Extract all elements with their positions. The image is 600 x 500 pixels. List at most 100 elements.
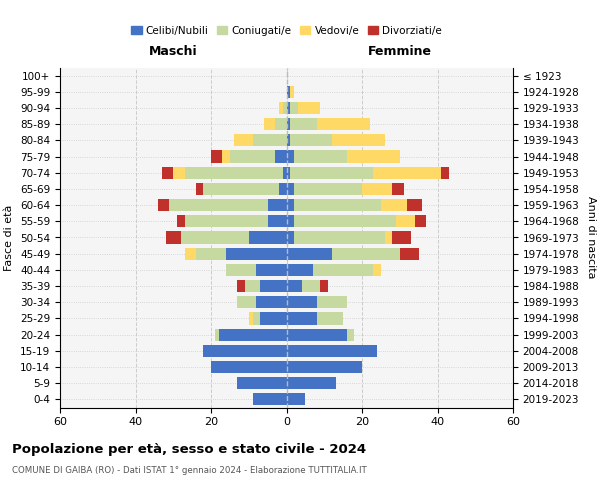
Bar (287, 118, 290, 130)
Bar (317, 296, 347, 308)
Bar (264, 118, 275, 130)
Bar (287, 312, 317, 324)
Bar (298, 102, 320, 114)
Legend: Celibi/Nubili, Coniugati/e, Vedovi/e, Divorziati/e: Celibi/Nubili, Coniugati/e, Vedovi/e, Di… (127, 22, 446, 40)
Bar (162, 166, 173, 179)
Bar (196, 183, 203, 195)
Text: Popolazione per età, sesso e stato civile - 2024: Popolazione per età, sesso e stato civil… (12, 442, 366, 456)
Bar (290, 118, 317, 130)
Bar (230, 150, 275, 162)
Bar (185, 215, 268, 228)
Bar (381, 199, 407, 211)
Bar (396, 215, 415, 228)
Bar (400, 248, 419, 260)
Bar (373, 166, 441, 179)
Bar (287, 296, 317, 308)
Bar (203, 183, 279, 195)
Bar (287, 394, 305, 406)
Bar (392, 183, 404, 195)
Bar (211, 361, 287, 373)
Bar (260, 312, 287, 324)
Bar (302, 280, 320, 292)
Text: COMUNE DI GAIBA (RO) - Dati ISTAT 1° gennaio 2024 - Elaborazione TUTTITALIA.IT: COMUNE DI GAIBA (RO) - Dati ISTAT 1° gen… (12, 466, 367, 475)
Y-axis label: Anni di nascita: Anni di nascita (586, 196, 596, 279)
Bar (253, 312, 260, 324)
Bar (320, 280, 328, 292)
Bar (287, 345, 377, 357)
Bar (287, 280, 302, 292)
Bar (158, 199, 169, 211)
Bar (256, 296, 287, 308)
Bar (287, 264, 313, 276)
Bar (203, 345, 287, 357)
Bar (287, 248, 332, 260)
Bar (260, 280, 287, 292)
Bar (294, 232, 385, 243)
Bar (373, 264, 381, 276)
Bar (313, 264, 373, 276)
Bar (268, 199, 287, 211)
Bar (385, 232, 392, 243)
Bar (362, 183, 392, 195)
Bar (233, 134, 253, 146)
Bar (347, 150, 400, 162)
Bar (211, 150, 223, 162)
Bar (249, 232, 287, 243)
Bar (287, 150, 294, 162)
Bar (283, 166, 287, 179)
Bar (226, 248, 287, 260)
Bar (177, 215, 185, 228)
Bar (290, 102, 298, 114)
Bar (185, 248, 196, 260)
Bar (268, 215, 287, 228)
Bar (253, 134, 287, 146)
Bar (215, 328, 218, 340)
Bar (332, 134, 385, 146)
Bar (166, 232, 181, 243)
Text: Femmine: Femmine (368, 45, 432, 58)
Bar (287, 102, 290, 114)
Bar (173, 166, 185, 179)
Bar (238, 377, 287, 390)
Bar (275, 150, 287, 162)
Y-axis label: Fasce di età: Fasce di età (4, 204, 14, 270)
Text: Maschi: Maschi (149, 45, 197, 58)
Bar (287, 377, 335, 390)
Bar (256, 264, 287, 276)
Bar (287, 328, 347, 340)
Bar (392, 232, 411, 243)
Bar (294, 183, 362, 195)
Bar (226, 264, 256, 276)
Bar (287, 166, 290, 179)
Bar (287, 361, 362, 373)
Bar (245, 280, 260, 292)
Bar (407, 199, 422, 211)
Bar (294, 150, 347, 162)
Bar (287, 215, 294, 228)
Bar (283, 102, 287, 114)
Bar (218, 328, 287, 340)
Bar (294, 215, 396, 228)
Bar (290, 134, 332, 146)
Bar (287, 134, 290, 146)
Bar (287, 183, 294, 195)
Bar (238, 296, 256, 308)
Bar (238, 280, 245, 292)
Bar (279, 183, 287, 195)
Bar (253, 394, 287, 406)
Bar (223, 150, 230, 162)
Bar (332, 248, 400, 260)
Bar (185, 166, 283, 179)
Bar (287, 232, 294, 243)
Bar (196, 248, 226, 260)
Bar (290, 86, 294, 98)
Bar (181, 232, 249, 243)
Bar (415, 215, 426, 228)
Bar (287, 199, 294, 211)
Bar (290, 166, 373, 179)
Bar (169, 199, 268, 211)
Bar (287, 86, 290, 98)
Bar (317, 312, 343, 324)
Bar (441, 166, 449, 179)
Bar (294, 199, 381, 211)
